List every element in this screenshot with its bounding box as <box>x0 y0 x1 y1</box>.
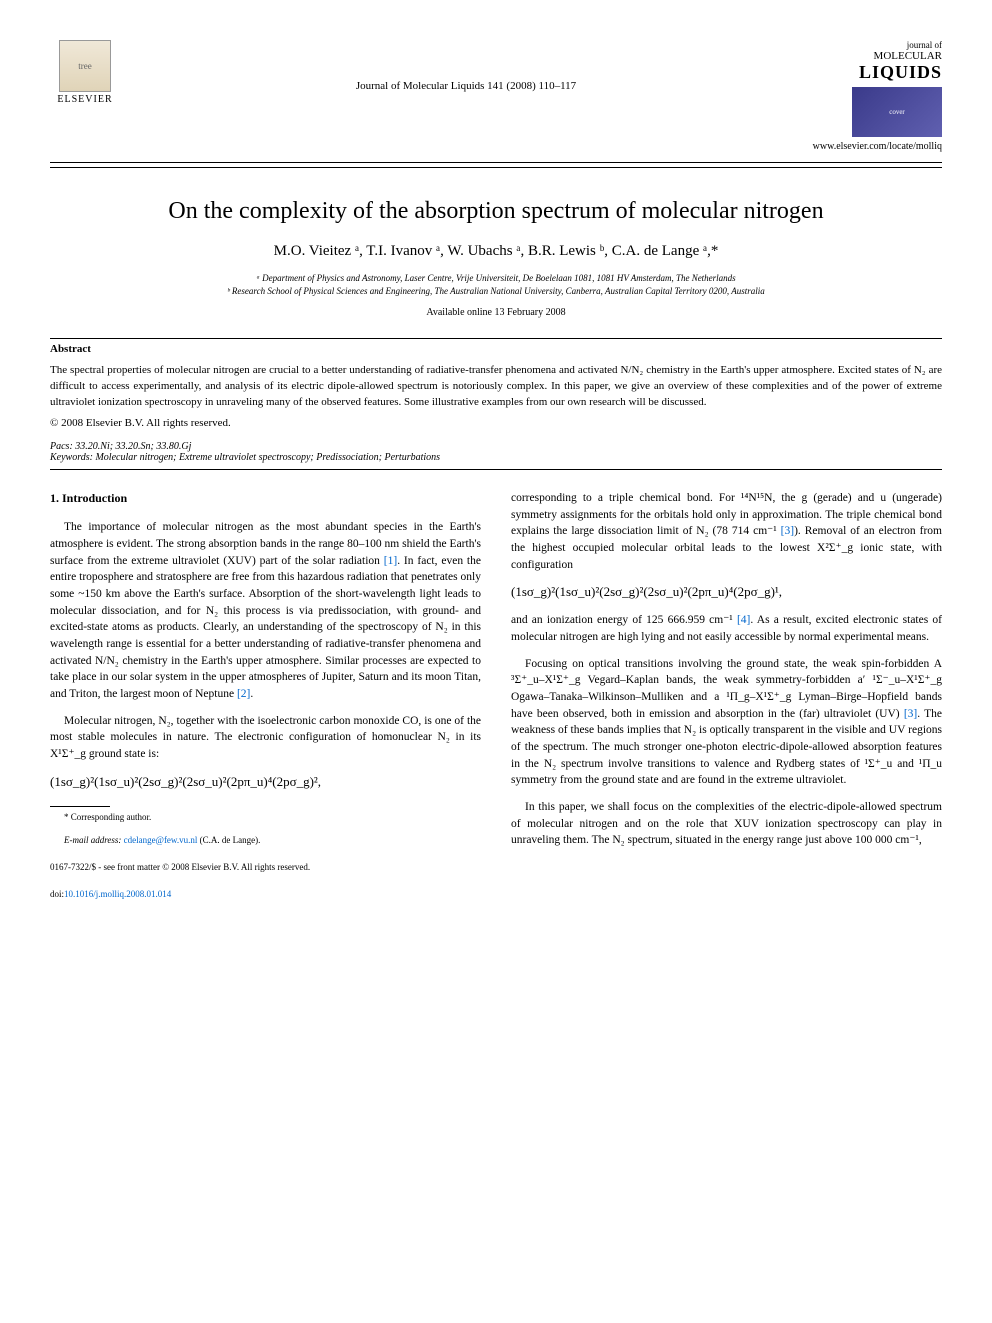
footnote-email-who: (C.A. de Lange). <box>200 835 261 845</box>
footnote-separator <box>50 806 110 807</box>
available-online: Available online 13 February 2008 <box>50 307 942 318</box>
authors-line: M.O. Vieitez ᵃ, T.I. Ivanov ᵃ, W. Ubachs… <box>50 243 942 260</box>
affiliation-b: ᵇ Research School of Physical Sciences a… <box>50 285 942 298</box>
publisher-name: ELSEVIER <box>57 94 112 105</box>
intro-para-2: Molecular nitrogen, N₂, together with th… <box>50 713 481 763</box>
intro-para-6: In this paper, we shall focus on the com… <box>511 799 942 849</box>
abstract-rule-top <box>50 338 942 339</box>
abstract-heading: Abstract <box>50 343 942 355</box>
intro-para-5: Focusing on optical transitions involvin… <box>511 656 942 789</box>
journal-cover-thumb: cover <box>852 87 942 137</box>
body-columns: 1. Introduction The importance of molecu… <box>50 490 942 901</box>
affiliations: ᵃ Department of Physics and Astronomy, L… <box>50 272 942 297</box>
keywords-label: Keywords: <box>50 452 93 463</box>
footnote-corresponding: * Corresponding author. <box>50 811 481 824</box>
header-rule-bottom <box>50 167 942 168</box>
elsevier-tree-icon: tree <box>59 40 111 92</box>
footnote-email-link[interactable]: cdelange@few.vu.nl <box>124 835 198 845</box>
section-1-heading: 1. Introduction <box>50 490 481 507</box>
publisher-logo: tree ELSEVIER <box>50 40 120 120</box>
formula-1: (1sσ_g)²(1sσ_u)²(2sσ_g)²(2sσ_u)²(2pπ_u)⁴… <box>50 773 481 792</box>
footnote-email-label: E-mail address: <box>64 835 121 845</box>
ref-link-1[interactable]: [1] <box>384 555 397 567</box>
p5a-text: Focusing on optical transitions involvin… <box>511 658 942 720</box>
left-column: 1. Introduction The importance of molecu… <box>50 490 481 901</box>
header-rule-top <box>50 162 942 163</box>
page-header: tree ELSEVIER Journal of Molecular Liqui… <box>50 40 942 152</box>
journal-reference: Journal of Molecular Liquids 141 (2008) … <box>120 80 812 92</box>
keywords-value: Molecular nitrogen; Extreme ultraviolet … <box>95 452 440 463</box>
pacs-label: Pacs: <box>50 441 73 452</box>
journal-url: www.elsevier.com/locate/molliq <box>812 141 942 152</box>
intro-para-3: corresponding to a triple chemical bond.… <box>511 490 942 573</box>
formula-2: (1sσ_g)²(1sσ_u)²(2sσ_g)²(2sσ_u)²(2pπ_u)⁴… <box>511 583 942 602</box>
affiliation-a: ᵃ Department of Physics and Astronomy, L… <box>50 272 942 285</box>
intro-para-4: and an ionization energy of 125 666.959 … <box>511 612 942 645</box>
p4a-text: and an ionization energy of 125 666.959 … <box>511 614 737 626</box>
article-title: On the complexity of the absorption spec… <box>50 198 942 225</box>
journal-brand-line2: MOLECULAR <box>812 50 942 62</box>
p1c-text: . <box>250 688 253 700</box>
footnote-email: E-mail address: cdelange@few.vu.nl (C.A.… <box>50 834 481 847</box>
right-column: corresponding to a triple chemical bond.… <box>511 490 942 901</box>
ref-link-3b[interactable]: [3] <box>904 708 917 720</box>
abstract-copyright: © 2008 Elsevier B.V. All rights reserved… <box>50 417 942 429</box>
footer-copyright: 0167-7322/$ - see front matter © 2008 El… <box>50 861 481 874</box>
journal-brand-line3: LIQUIDS <box>812 62 942 83</box>
abstract-rule-bottom <box>50 469 942 470</box>
pacs-line: Pacs: 33.20.Ni; 33.20.Sn; 33.80.Gj <box>50 441 942 452</box>
ref-link-2[interactable]: [2] <box>237 688 250 700</box>
keywords-line: Keywords: Molecular nitrogen; Extreme ul… <box>50 452 942 463</box>
footer-doi: doi:10.1016/j.molliq.2008.01.014 <box>50 888 481 901</box>
pacs-value: 33.20.Ni; 33.20.Sn; 33.80.Gj <box>75 441 191 452</box>
intro-para-1: The importance of molecular nitrogen as … <box>50 519 481 702</box>
journal-brand-line1: journal of <box>812 40 942 50</box>
ref-link-4[interactable]: [4] <box>737 614 750 626</box>
doi-label: doi: <box>50 889 64 899</box>
ref-link-3[interactable]: [3] <box>781 525 794 537</box>
doi-link[interactable]: 10.1016/j.molliq.2008.01.014 <box>64 889 171 899</box>
abstract-body: The spectral properties of molecular nit… <box>50 363 942 411</box>
journal-brand-block: journal of MOLECULAR LIQUIDS cover www.e… <box>812 40 942 152</box>
p1b-text: . In fact, even the entire troposphere a… <box>50 555 481 700</box>
